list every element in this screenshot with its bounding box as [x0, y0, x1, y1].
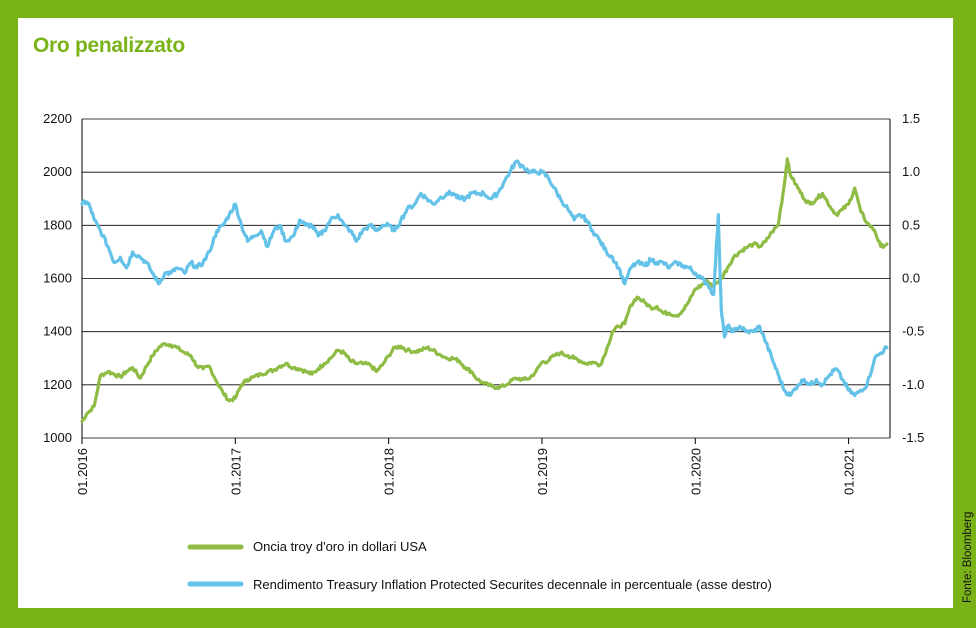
x-tick-label: 01.2021 [842, 448, 857, 495]
y-left-tick-label: 1600 [43, 271, 72, 286]
y-left-tick-label: 1800 [43, 217, 72, 232]
legend-label-tips: Rendimento Treasury Inflation Protected … [253, 577, 772, 592]
y-right-tick-label: 0.5 [902, 217, 920, 232]
chart-title: Oro penalizzato [33, 34, 185, 57]
x-tick-label: 01.2016 [75, 448, 90, 495]
x-tick-label: 01.2018 [382, 448, 397, 495]
axes: 1000 1200 1400 1600 1800 2000 2200 -1.5 -1.0 -0.5… [43, 111, 924, 495]
y-left-tick-label: 1000 [43, 430, 72, 445]
y-right-tick-label: 0.0 [902, 271, 920, 286]
y-left-tick-label: 1400 [43, 324, 72, 339]
x-tick-label: 01.2020 [688, 448, 703, 495]
y-right-tick-label: -1.0 [902, 377, 924, 392]
chart-card: Oro penalizzato [18, 18, 953, 608]
source-note: Fonte: Bloomberg [962, 511, 974, 603]
y-right-tick-label: -0.5 [902, 324, 924, 339]
y-left-tick-label: 2000 [43, 164, 72, 179]
y-right-tick-label: 1.5 [902, 111, 920, 126]
legend-label-gold: Oncia troy d'oro in dollari USA [253, 539, 427, 554]
x-tick-label: 01.2019 [535, 448, 550, 495]
x-tick-label: 01.2017 [228, 448, 243, 495]
y-left-tick-label: 2200 [43, 111, 72, 126]
series-line-tips [80, 159, 889, 398]
series-line-gold [80, 157, 889, 424]
legend: Oncia troy d'oro in dollari USA Rendimen… [187, 539, 772, 592]
series-lines [80, 157, 889, 424]
y-left-tick-label: 1200 [43, 377, 72, 392]
y-right-tick-label: -1.5 [902, 430, 924, 445]
y-right-tick-label: 1.0 [902, 164, 920, 179]
gridlines [82, 118, 890, 439]
